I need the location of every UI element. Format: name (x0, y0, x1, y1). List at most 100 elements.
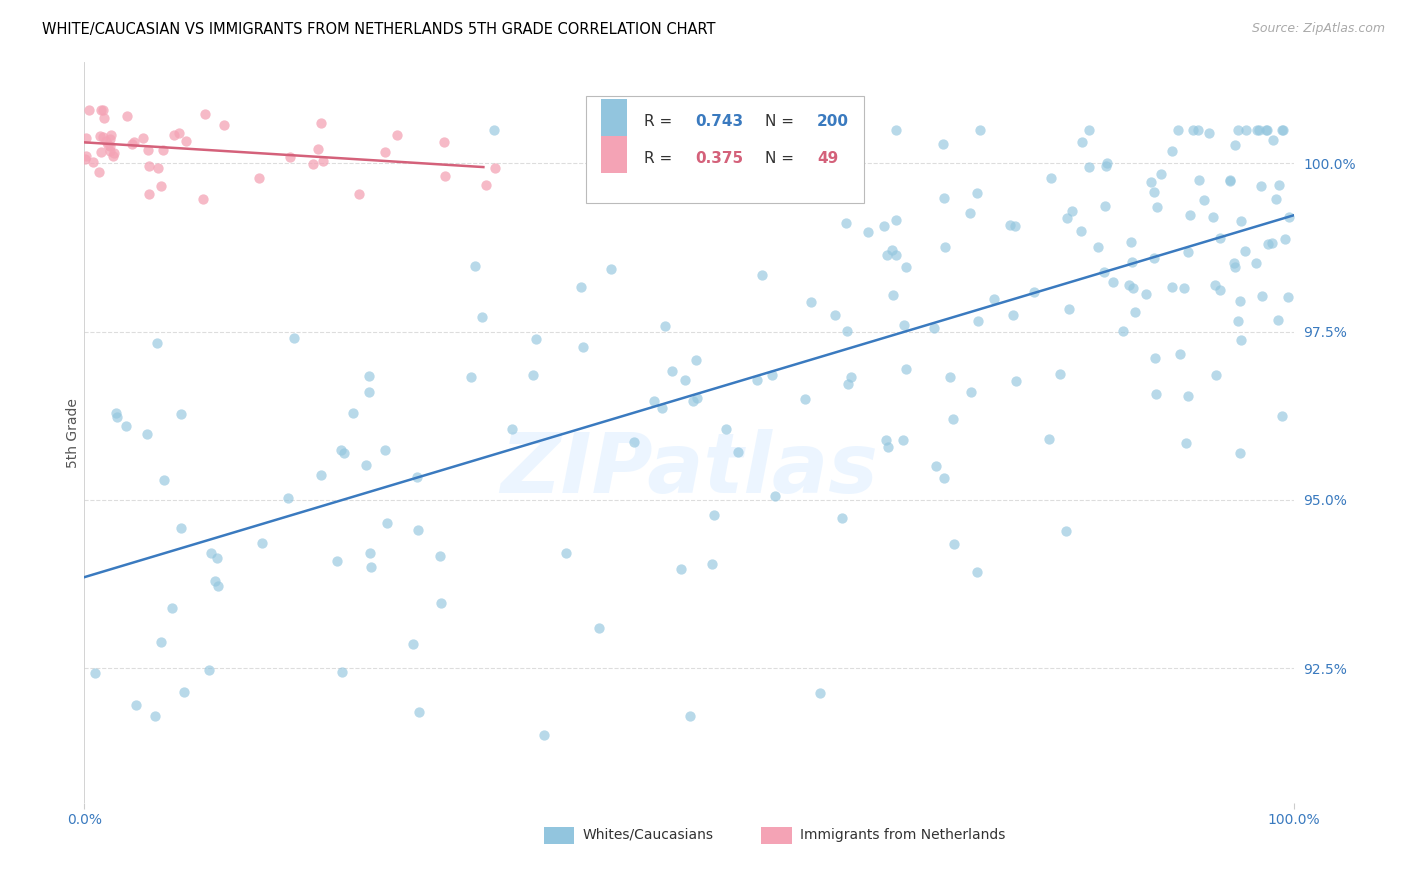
Point (97, 137, 120, 152)
Point (1161, 144, 1184, 158)
Point (799, 295, 821, 310)
Point (1256, 122, 1278, 136)
Point (1234, 244, 1257, 258)
Point (702, 508, 724, 523)
Point (107, 409, 129, 424)
Point (679, 709, 702, 723)
Point (205, 551, 228, 566)
Point (402, 636, 425, 650)
Point (1277, 290, 1299, 304)
Point (682, 393, 704, 408)
Point (623, 435, 645, 450)
Point (925, 458, 948, 473)
Point (939, 369, 962, 384)
Text: N =: N = (765, 114, 799, 129)
Text: R =: R = (644, 114, 678, 129)
Text: 0.375: 0.375 (695, 152, 744, 166)
Point (896, 361, 918, 376)
Point (942, 537, 965, 551)
Point (145, 709, 167, 723)
Point (359, 546, 381, 560)
Point (1209, 283, 1232, 297)
Point (876, 441, 898, 455)
Point (1070, 224, 1092, 238)
Point (342, 406, 364, 420)
Bar (762, 827, 792, 844)
Point (884, 212, 907, 227)
Point (661, 364, 683, 378)
Point (204, 574, 226, 589)
Point (90, 103, 112, 117)
Point (932, 471, 955, 485)
Point (1143, 351, 1166, 365)
Point (751, 268, 773, 282)
Point (1094, 160, 1116, 174)
Point (1121, 235, 1143, 249)
Point (555, 546, 578, 560)
Point (1101, 275, 1123, 289)
Point (880, 243, 903, 257)
Point (882, 288, 904, 302)
Text: R =: R = (644, 152, 678, 166)
Point (934, 240, 956, 254)
FancyBboxPatch shape (586, 95, 865, 203)
Point (1173, 280, 1195, 294)
Text: Whites/Caucasians: Whites/Caucasians (582, 828, 713, 842)
Text: Source: ZipAtlas.com: Source: ZipAtlas.com (1251, 22, 1385, 36)
Point (434, 169, 457, 183)
Point (932, 136, 955, 151)
Point (794, 392, 817, 406)
Point (460, 369, 482, 384)
Point (1188, 173, 1211, 187)
Point (1234, 122, 1257, 136)
Point (1246, 122, 1268, 136)
Point (891, 433, 914, 447)
Point (983, 293, 1005, 307)
Bar (544, 827, 574, 844)
Point (884, 248, 907, 262)
Point (1182, 122, 1205, 136)
Point (471, 310, 494, 324)
Point (148, 161, 170, 176)
Point (1144, 387, 1167, 401)
Point (374, 443, 396, 458)
Point (1002, 309, 1025, 323)
Point (105, 406, 128, 420)
Point (1121, 255, 1143, 269)
Point (522, 368, 544, 383)
Point (121, 136, 143, 151)
Point (572, 340, 595, 354)
Point (1247, 122, 1270, 136)
Point (1097, 156, 1119, 170)
Point (332, 665, 354, 680)
Point (207, 579, 229, 593)
Point (533, 729, 555, 743)
Point (686, 392, 709, 406)
Point (302, 157, 325, 171)
Text: 0.743: 0.743 (695, 114, 744, 129)
Point (1000, 218, 1022, 232)
Point (1056, 211, 1078, 225)
Point (464, 259, 486, 273)
Point (1219, 173, 1241, 187)
Point (831, 511, 853, 525)
Point (1223, 138, 1246, 153)
Point (408, 705, 430, 719)
Point (330, 443, 353, 458)
Point (837, 377, 859, 392)
Point (1222, 256, 1244, 270)
Y-axis label: 5th Grade: 5th Grade (66, 398, 80, 467)
Point (150, 635, 173, 649)
Point (277, 491, 299, 506)
Point (98, 144, 121, 158)
Point (893, 318, 915, 332)
Point (673, 373, 696, 387)
Point (1260, 236, 1282, 251)
Point (1049, 367, 1071, 381)
Point (375, 516, 398, 530)
Point (333, 446, 356, 460)
Point (835, 324, 858, 338)
Point (669, 562, 692, 576)
Point (839, 369, 862, 384)
Point (96, 134, 118, 148)
